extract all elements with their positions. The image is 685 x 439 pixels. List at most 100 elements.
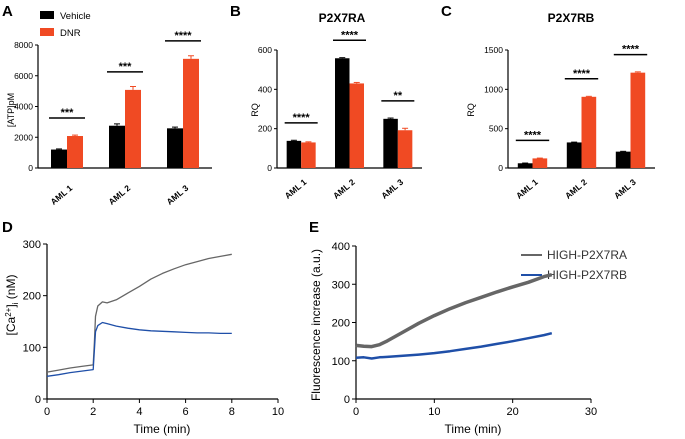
category-label-c: AML 3 [612, 177, 638, 201]
category-label-c: AML 1 [514, 177, 540, 201]
y-label-d-sup: 2+ [4, 307, 13, 316]
y-tick-label-b: 600 [258, 45, 272, 55]
y-label-d-unit: (nM) [4, 275, 18, 303]
bar-b-vehicle [335, 58, 350, 169]
legend-swatch-vehicle [40, 11, 54, 19]
y-tick-label-a: 8000 [14, 40, 33, 50]
bar-a-dnr [67, 136, 83, 168]
panel-b-title: P2X7RA [319, 11, 366, 25]
y-tick-label-e: 400 [332, 241, 350, 253]
y-tick-label-b: 0 [267, 163, 272, 173]
y-tick-label-e: 300 [332, 279, 350, 291]
significance-label-a: *** [119, 61, 133, 73]
x-tick-label-e: 20 [507, 406, 519, 418]
category-label-a: AML 1 [48, 183, 74, 207]
bar-b-dnr [397, 130, 413, 168]
x-tick-label-d: 0 [44, 406, 50, 418]
series-line-d-rb [46, 321, 232, 377]
bar-b-vehicle [383, 118, 398, 168]
y-tick-label-d: 200 [23, 291, 41, 303]
y-tick-label-d: 0 [35, 394, 41, 406]
bar-c-vehicle [615, 151, 631, 168]
bar-c-dnr [532, 158, 548, 168]
significance-label-a: **** [174, 30, 192, 42]
x-tick-label-d: 10 [272, 406, 284, 418]
series-line-e-ra [355, 272, 553, 349]
y-tick-label-b: 400 [258, 84, 272, 94]
bar-chart-b: 0 200 400 600 **** AML 1 **** AML 2 ** AML 3 [258, 29, 422, 201]
bar-a-dnr [125, 89, 141, 168]
y-tick-label-a: 4000 [14, 102, 33, 112]
bar-c-vehicle [517, 163, 533, 168]
line-chart-d: 0 100 200 300 0 2 4 6 8 10 [23, 239, 284, 418]
y-tick-label-c: 1500 [484, 45, 503, 55]
significance-label-c: **** [622, 44, 640, 56]
bar-a-vehicle [109, 125, 125, 168]
bar-chart-a: 0 2000 4000 6000 8000 *** AML 1 *** AML 2 **** AML… [14, 30, 212, 207]
category-label-b: AML 2 [331, 177, 357, 201]
significance-label-a: *** [61, 107, 75, 119]
y-tick-label-d: 300 [23, 239, 41, 251]
x-tick-label-e: 10 [428, 406, 440, 418]
bar-a-vehicle [51, 149, 67, 168]
bar-chart-c: 0 500 1000 1500 **** AML 1 **** AML 2 **** AML 3 [484, 44, 655, 201]
panel-label-b: B [230, 3, 241, 20]
y-axis-label-b: RQ [250, 103, 260, 117]
category-label-b: AML 3 [379, 177, 405, 201]
bar-c-dnr [630, 72, 646, 168]
line-chart-e: 0 100 200 300 400 0 10 20 30 [332, 241, 597, 418]
x-tick-label-d: 4 [136, 406, 142, 418]
significance-label-b: **** [341, 29, 359, 41]
panel-label-a: A [2, 3, 13, 20]
panel-label-d: D [2, 219, 13, 236]
bar-c-dnr [581, 96, 597, 168]
bar-b-dnr [301, 142, 316, 168]
legend-e: HIGH-P2X7RA HIGH-P2X7RB [521, 248, 627, 282]
panel-c-title: P2X7RB [548, 11, 595, 25]
significance-label-c: **** [573, 68, 591, 80]
y-label-d-main: [Ca [4, 316, 18, 335]
y-axis-label-d: [Ca2+]i (nM) [4, 275, 20, 336]
y-axis-label-a: [ATP]pM [6, 93, 16, 127]
x-tick-label-e: 30 [585, 406, 597, 418]
y-tick-label-e: 100 [332, 356, 350, 368]
legend-swatch-dnr [40, 28, 54, 36]
x-tick-label-d: 2 [90, 406, 96, 418]
y-tick-label-d: 100 [23, 342, 41, 354]
y-axis-label-e: Fluorescence increase (a.u.) [309, 249, 323, 401]
y-tick-label-a: 0 [28, 163, 33, 173]
x-tick-label-d: 6 [183, 406, 189, 418]
category-label-b: AML 1 [283, 177, 309, 201]
legend-a: Vehicle DNR [40, 11, 91, 39]
y-tick-label-c: 500 [489, 124, 503, 134]
x-tick-label-d: 8 [229, 406, 235, 418]
y-tick-label-b: 200 [258, 124, 272, 134]
y-label-d-rest: ] [4, 304, 18, 307]
panel-label-c: C [441, 3, 452, 20]
y-tick-label-c: 1000 [484, 84, 503, 94]
x-tick-label-e: 0 [353, 406, 359, 418]
y-tick-label-a: 2000 [14, 132, 33, 142]
y-axis-label-c: RQ [466, 103, 476, 117]
legend-label-ra: HIGH-P2X7RA [547, 248, 627, 262]
legend-label-dnr: DNR [60, 28, 81, 39]
category-label-a: AML 2 [106, 183, 132, 207]
panel-label-e: E [309, 219, 319, 236]
y-tick-label-e: 0 [344, 394, 350, 406]
category-label-c: AML 2 [563, 177, 589, 201]
significance-label-b: ** [394, 90, 403, 102]
x-axis-label-d: Time (min) [134, 422, 191, 436]
y-tick-label-c: 0 [498, 163, 503, 173]
bar-a-dnr [183, 58, 199, 168]
category-label-a: AML 3 [164, 183, 190, 207]
legend-label-vehicle: Vehicle [60, 11, 91, 22]
significance-label-c: **** [524, 129, 542, 141]
y-tick-label-a: 6000 [14, 71, 33, 81]
legend-label-rb: HIGH-P2X7RB [547, 268, 627, 282]
bar-a-vehicle [167, 128, 183, 168]
bar-b-dnr [349, 83, 364, 168]
y-tick-label-e: 200 [332, 318, 350, 330]
series-line-d-ra [46, 253, 232, 373]
x-axis-label-e: Time (min) [445, 422, 502, 436]
